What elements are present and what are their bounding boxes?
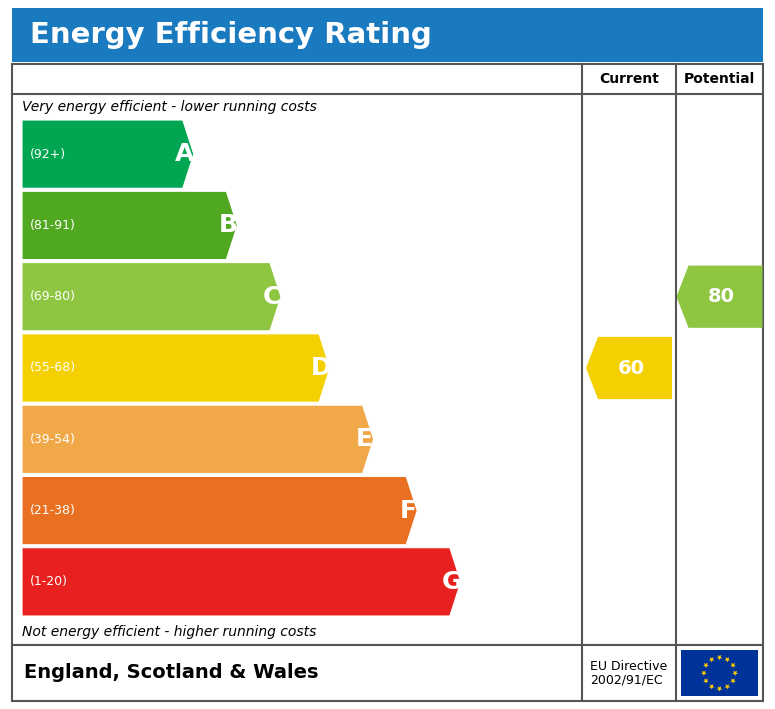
Text: 2002/91/EC: 2002/91/EC [590,674,663,686]
Text: (1-20): (1-20) [30,576,68,588]
Polygon shape [725,657,730,662]
Polygon shape [730,679,736,683]
Text: (21-38): (21-38) [30,504,76,517]
Polygon shape [677,266,763,328]
Polygon shape [717,686,722,692]
Polygon shape [22,120,194,189]
Text: Energy Efficiency Rating: Energy Efficiency Rating [30,21,432,49]
Bar [12,8,763,62]
Polygon shape [725,684,730,690]
Bar [12,645,763,701]
Text: (69-80): (69-80) [30,290,76,303]
Text: 60: 60 [618,359,645,377]
Polygon shape [22,476,417,545]
Polygon shape [703,679,709,683]
Polygon shape [701,671,707,676]
Text: A: A [175,142,195,166]
Polygon shape [709,657,715,662]
Polygon shape [709,684,715,690]
Polygon shape [22,334,330,402]
Polygon shape [22,191,237,259]
Text: (55-68): (55-68) [30,362,76,374]
Polygon shape [22,262,281,331]
Polygon shape [732,671,738,676]
Text: C: C [263,285,281,308]
Bar [681,650,758,696]
Polygon shape [717,655,722,660]
Text: (92+): (92+) [30,147,66,161]
Text: Current: Current [599,72,659,86]
Text: EU Directive: EU Directive [590,659,667,673]
Text: D: D [311,356,332,380]
Text: 80: 80 [708,287,735,306]
Text: E: E [356,428,373,452]
Text: F: F [400,498,417,523]
Text: B: B [219,213,238,238]
Polygon shape [586,337,672,399]
Text: Potential: Potential [684,72,755,86]
Bar [12,64,763,645]
Text: England, Scotland & Wales: England, Scotland & Wales [24,664,319,683]
Text: (81-91): (81-91) [30,219,76,232]
Polygon shape [730,663,736,668]
Text: Very energy efficient - lower running costs: Very energy efficient - lower running co… [22,100,317,114]
Text: G: G [442,570,462,594]
Text: Not energy efficient - higher running costs: Not energy efficient - higher running co… [22,625,316,639]
Text: (39-54): (39-54) [30,432,76,446]
Polygon shape [22,405,374,474]
Polygon shape [22,548,461,616]
Polygon shape [703,663,709,668]
